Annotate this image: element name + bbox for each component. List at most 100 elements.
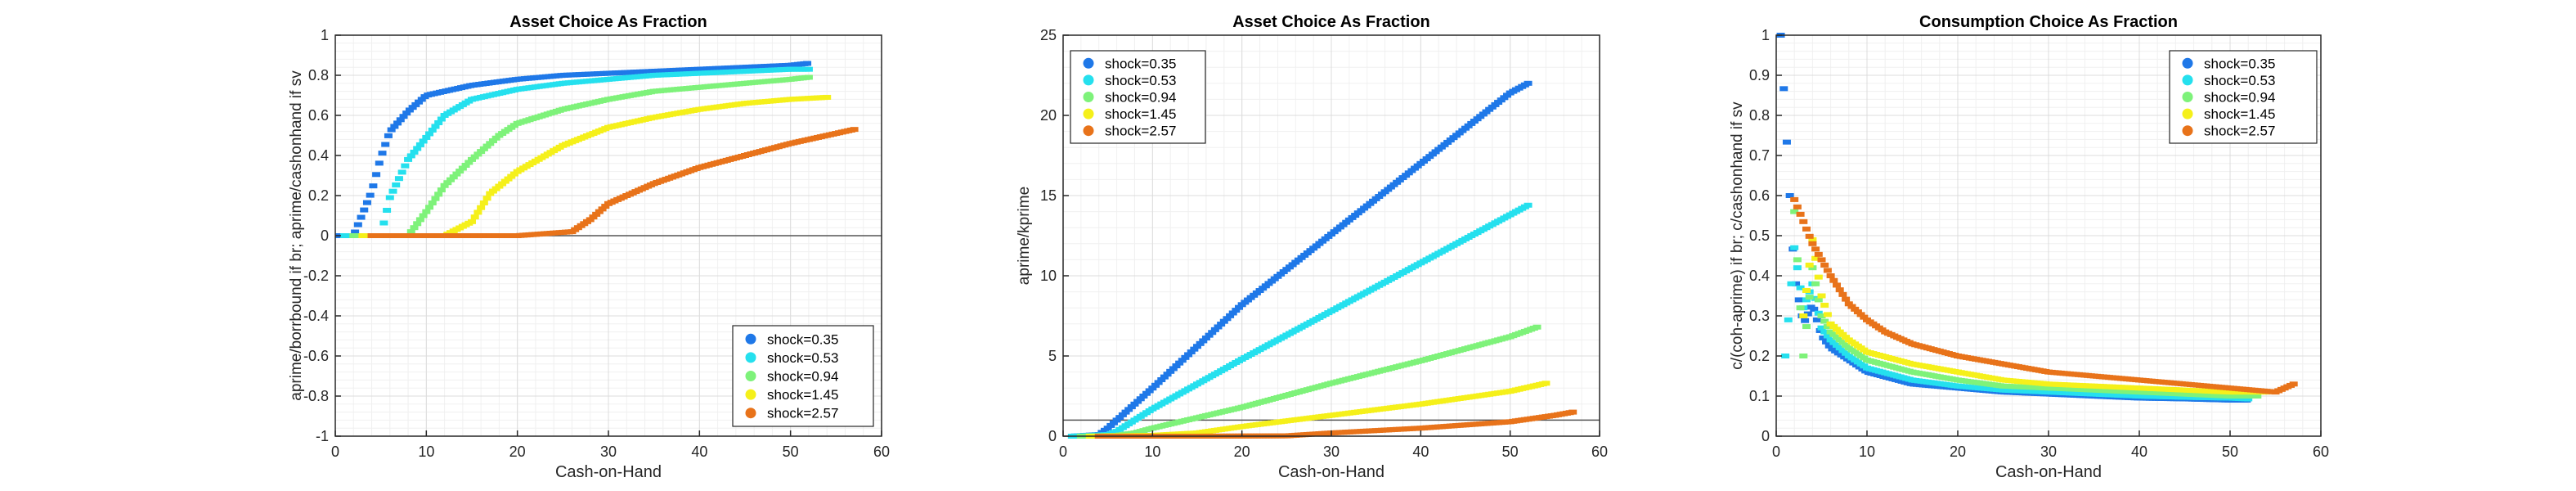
data-point: [1817, 313, 1826, 318]
data-point: [411, 101, 420, 107]
data-point: [413, 221, 422, 227]
data-point: [468, 218, 476, 224]
data-point: [473, 151, 482, 157]
data-point: [1808, 265, 1817, 271]
data-point: [1801, 318, 1810, 323]
data-point: [1802, 324, 1811, 330]
y-tick-label: 1: [1761, 27, 1770, 43]
data-point: [1844, 301, 1853, 307]
data-point: [595, 209, 604, 214]
data-point: [1847, 304, 1856, 309]
data-point: [477, 149, 486, 155]
chart-panel-2: 0 10 20 30 40 50 60 0 5 10 15 20 25 Asset Choice As F…: [1016, 13, 1608, 481]
data-point: [1820, 262, 1829, 268]
data-point: [2244, 396, 2253, 402]
legend-entry: shock=0.35: [1105, 56, 1176, 71]
data-point: [486, 141, 495, 146]
data-point: [1851, 306, 1860, 312]
data-point: [384, 133, 393, 138]
data-point: [417, 97, 426, 102]
data-point: [482, 143, 491, 149]
data-point: [468, 156, 476, 162]
y-tick-label: 0.8: [308, 67, 329, 83]
data-point: [1793, 204, 1802, 209]
data-point: [415, 142, 424, 147]
data-point: [1823, 333, 1832, 339]
data-point: [1808, 241, 1817, 246]
legend-marker: [1083, 57, 1094, 69]
data-point: [1223, 316, 1232, 322]
data-point: [1781, 354, 1790, 358]
data-point: [1799, 218, 1808, 224]
data-point: [1829, 324, 1838, 330]
data-point: [458, 165, 467, 171]
data-point: [1790, 245, 1799, 250]
x-tick-label: 40: [2131, 444, 2147, 460]
x-tick-label: 60: [2313, 444, 2329, 460]
data-point: [470, 154, 479, 160]
legend-entry: shock=1.45: [2204, 106, 2275, 122]
legend-entry: shock=1.45: [1105, 106, 1176, 122]
x-tick-label: 50: [2222, 444, 2238, 460]
data-point: [589, 214, 598, 220]
data-point: [1782, 139, 1791, 145]
data-point: [431, 196, 440, 201]
data-point: [1226, 313, 1235, 318]
data-point: [1835, 329, 1844, 335]
data-point: [437, 116, 446, 122]
data-point: [1794, 297, 1803, 303]
data-point: [1133, 399, 1142, 404]
y-tick-label: 0.2: [308, 187, 329, 204]
data-point: [1112, 417, 1121, 423]
series-3: [1076, 324, 1542, 439]
data-point: [1793, 257, 1802, 263]
data-point: [592, 211, 601, 217]
data-point: [586, 217, 595, 223]
data-point: [1835, 337, 1844, 343]
data-point: [375, 160, 384, 166]
data-point: [1201, 336, 1210, 341]
data-point: [1814, 251, 1823, 257]
y-tick-label: 20: [1040, 107, 1057, 124]
data-point: [1820, 302, 1829, 308]
chart-panel-3: 0 10 20 30 40 50 60 0 0.1 0.2 0.3 0.4 0.5 0.6 0.7 0.8 0.…: [1729, 13, 2329, 481]
x-tick-label: 30: [600, 444, 617, 460]
data-point: [1524, 80, 1533, 86]
y-tick-label: -1: [316, 428, 329, 444]
data-point: [1808, 236, 1817, 242]
data-point: [1838, 340, 1847, 345]
data-point: [1838, 348, 1847, 354]
y-tick-label: 15: [1040, 187, 1057, 204]
data-point: [1145, 388, 1154, 394]
y-tick-label: -0.4: [303, 308, 329, 324]
data-point: [1823, 324, 1832, 330]
y-axis-label: aprime/kprime: [1016, 187, 1033, 285]
data-point: [1181, 354, 1190, 360]
data-point: [1823, 312, 1832, 318]
y-tick-label: 0.1: [1749, 388, 1770, 404]
data-point: [431, 124, 440, 129]
data-point: [1842, 335, 1851, 340]
legend-marker: [2182, 125, 2193, 137]
x-tick-label: 50: [1502, 444, 1519, 460]
x-tick-label: 10: [418, 444, 434, 460]
data-point: [491, 135, 500, 141]
data-point: [1106, 422, 1115, 428]
data-point: [479, 200, 488, 205]
legend-box: [2169, 50, 2318, 144]
data-point: [1826, 273, 1835, 278]
data-point: [804, 74, 813, 80]
data-point: [357, 214, 366, 220]
data-point: [1187, 349, 1196, 355]
y-tick-label: 0.6: [308, 107, 329, 124]
data-point: [1130, 401, 1139, 407]
data-point: [2289, 381, 2298, 387]
legend-entry: shock=0.94: [2204, 90, 2275, 106]
data-point: [1533, 324, 1542, 330]
data-point: [1838, 291, 1847, 297]
x-tick-label: 20: [1950, 444, 1966, 460]
data-point: [1136, 396, 1145, 402]
data-point: [1796, 285, 1805, 291]
legend: shock=0.35 shock=0.53 shock=0.94shock=1.45…: [2169, 50, 2318, 144]
